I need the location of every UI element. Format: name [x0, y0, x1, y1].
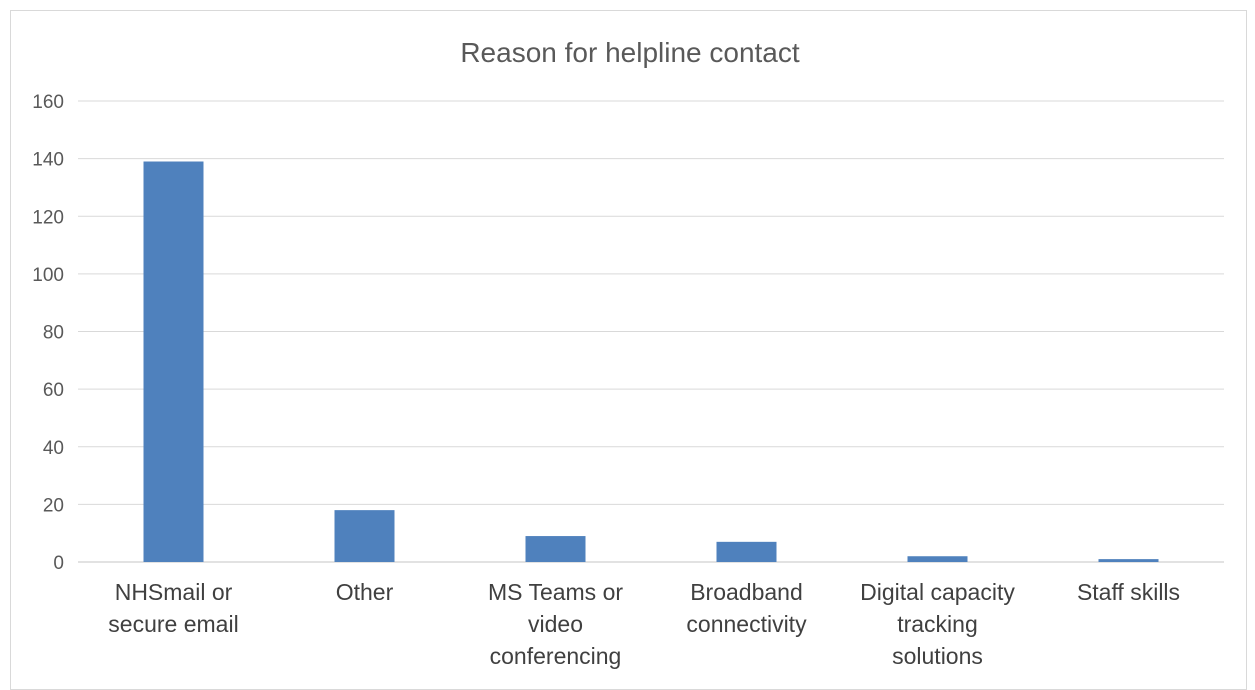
x-category-label: Other	[336, 579, 394, 605]
y-tick-label: 120	[32, 207, 64, 228]
x-category-label-line: video	[528, 611, 583, 637]
x-category-label-line: conferencing	[490, 643, 622, 669]
y-tick-label: 160	[32, 92, 64, 113]
x-category-label: NHSmail or secure email	[108, 579, 238, 637]
y-tick-label: 20	[43, 495, 64, 516]
y-tick-label: 0	[53, 553, 64, 574]
x-category-label-line: secure email	[108, 611, 238, 637]
y-tick-label: 60	[43, 380, 64, 401]
bar	[1098, 559, 1159, 562]
y-tick-label: 80	[43, 323, 64, 344]
x-category-label-line: Digital capacity	[860, 579, 1015, 605]
x-category-label-line: tracking	[897, 611, 978, 637]
bar	[334, 510, 395, 562]
x-category-label-line: Broadband	[690, 579, 803, 605]
chart-title: Reason for helpline contact	[460, 37, 800, 68]
gridlines	[78, 100, 1224, 563]
y-tick-label: 140	[32, 150, 64, 171]
x-category-label-line: solutions	[892, 643, 983, 669]
bar	[143, 161, 204, 562]
x-category-label-line: Staff skills	[1077, 579, 1180, 605]
x-category-label: Staff skills	[1077, 579, 1180, 605]
x-category-label: Digital capacity tracking solutions	[860, 579, 1015, 669]
x-category-label: MS Teams or video conferencing	[488, 579, 623, 669]
x-category-label-line: Other	[336, 579, 394, 605]
chart-frame	[10, 10, 1247, 690]
x-category-label-line: MS Teams or	[488, 579, 623, 605]
bar	[525, 536, 586, 562]
y-tick-label: 100	[32, 265, 64, 286]
x-category-label-line: connectivity	[686, 611, 807, 637]
x-category-label-line: NHSmail or	[115, 579, 233, 605]
x-category-label: Broadband connectivity	[686, 579, 807, 637]
y-axis-tick-labels: 0 20 40 60 80 100 120 140 160	[32, 92, 64, 574]
bar	[907, 556, 968, 562]
y-tick-label: 40	[43, 438, 64, 459]
bars	[143, 161, 1159, 562]
bar	[716, 541, 777, 562]
x-axis-category-labels: NHSmail or secure email Other MS Teams or vi…	[108, 579, 1180, 669]
